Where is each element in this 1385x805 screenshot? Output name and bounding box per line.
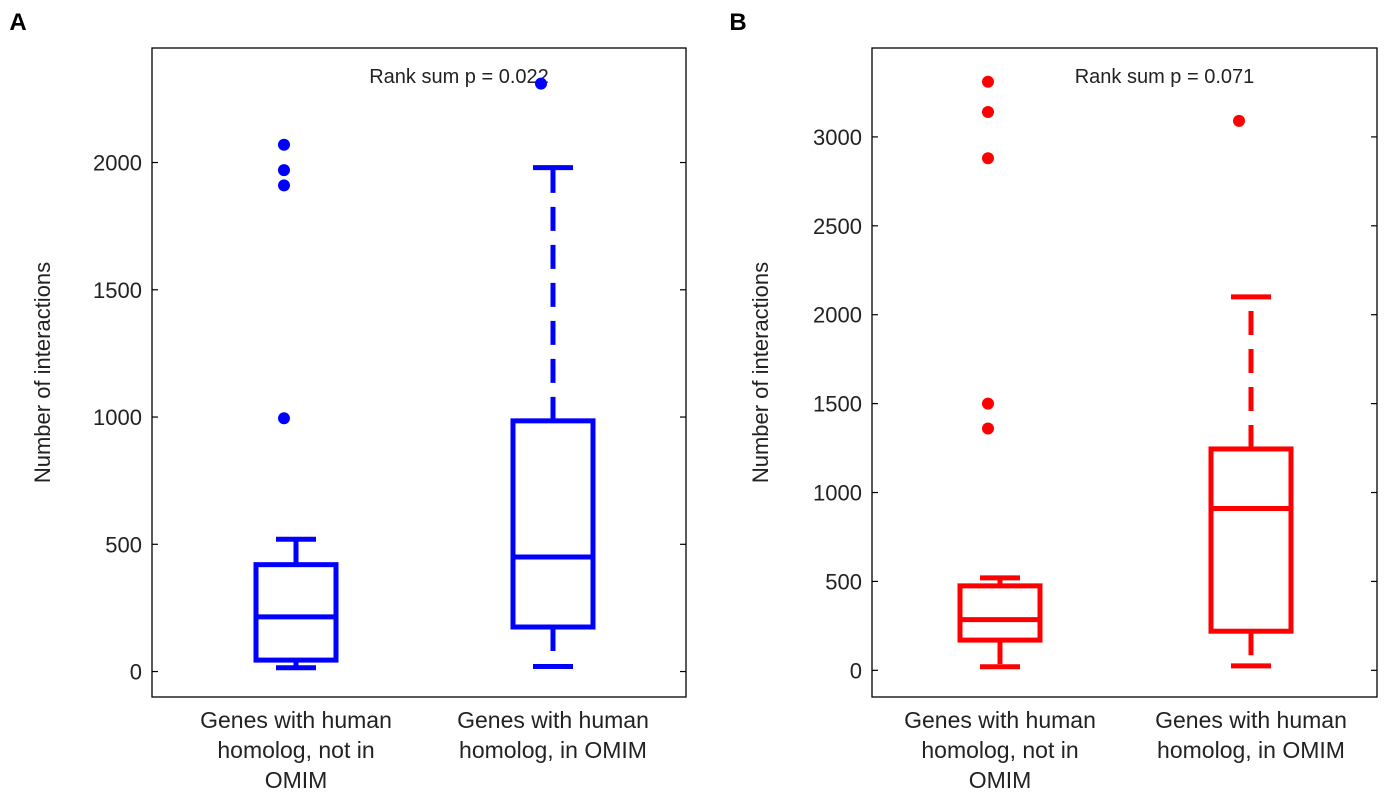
- outlier-point: [278, 179, 290, 192]
- iqr-box: [510, 418, 596, 630]
- axes-frame: [871, 47, 1378, 698]
- panel-letter: A: [9, 9, 26, 36]
- iqr-box: [957, 583, 1043, 643]
- y-tick-label: 1500: [813, 392, 862, 417]
- y-axis-label: Number of interactions: [30, 262, 55, 483]
- box-1: [957, 75, 1043, 670]
- x-category-label-line: homolog, in OMIM: [459, 737, 647, 763]
- x-category-label-line: homolog, not in: [921, 737, 1078, 763]
- y-tick-label: 3000: [813, 125, 862, 150]
- x-category-label-line: Genes with human: [457, 707, 649, 733]
- rank-sum-annotation: Rank sum p = 0.022: [369, 66, 549, 88]
- box-2: [1208, 114, 1294, 669]
- x-category-label: Genes with human homolog, not in OMIM: [200, 707, 392, 793]
- outlier-point: [982, 422, 994, 435]
- outlier-point: [278, 138, 290, 151]
- x-category-label-line: homolog, in OMIM: [1157, 737, 1345, 763]
- y-tick-label: 0: [850, 658, 862, 683]
- x-category-label-line: homolog, not in: [217, 737, 374, 763]
- x-category-label: Genes with human homolog, in OMIM: [457, 707, 649, 763]
- axes-frame: [151, 47, 687, 698]
- x-category-label: Genes with human homolog, in OMIM: [1155, 707, 1347, 763]
- x-category-label-line: OMIM: [265, 767, 328, 793]
- outlier-point: [535, 77, 547, 90]
- y-axis-label: Number of interactions: [748, 262, 773, 483]
- y-tick-label: 500: [105, 532, 142, 557]
- outlier-point: [278, 164, 290, 177]
- outlier-point: [982, 152, 994, 165]
- x-category-label-line: Genes with human: [904, 707, 1096, 733]
- x-category-label-line: Genes with human: [1155, 707, 1347, 733]
- iqr-box: [1208, 446, 1294, 634]
- outlier-point: [982, 75, 994, 88]
- box-2: [510, 77, 596, 669]
- y-tick-label: 1500: [93, 278, 142, 303]
- outlier-point: [982, 397, 994, 410]
- y-tick-label: 1000: [813, 481, 862, 506]
- y-tick-label: 2000: [93, 151, 142, 176]
- rank-sum-annotation: Rank sum p = 0.071: [1075, 66, 1255, 88]
- x-category-label-line: OMIM: [969, 767, 1032, 793]
- outlier-point: [982, 106, 994, 119]
- y-tick-label: 2500: [813, 214, 862, 239]
- panel-letter: B: [729, 9, 746, 36]
- y-tick-label: 500: [825, 569, 862, 594]
- y-tick-label: 0: [130, 660, 142, 685]
- panel-b: B 0 500 1000 1500 2000 2500 3000 Number of inter…: [729, 9, 1378, 793]
- panel-a: A 0 500 1000 1500 2000 Number of interactions R…: [9, 9, 687, 793]
- iqr-box: [253, 562, 339, 663]
- y-tick-label: 2000: [813, 303, 862, 328]
- y-tick-label: 1000: [93, 405, 142, 430]
- x-category-label: Genes with human homolog, not in OMIM: [904, 707, 1096, 793]
- x-category-label-line: Genes with human: [200, 707, 392, 733]
- box-1: [253, 138, 339, 671]
- outlier-point: [1233, 114, 1245, 127]
- outlier-point: [278, 412, 290, 425]
